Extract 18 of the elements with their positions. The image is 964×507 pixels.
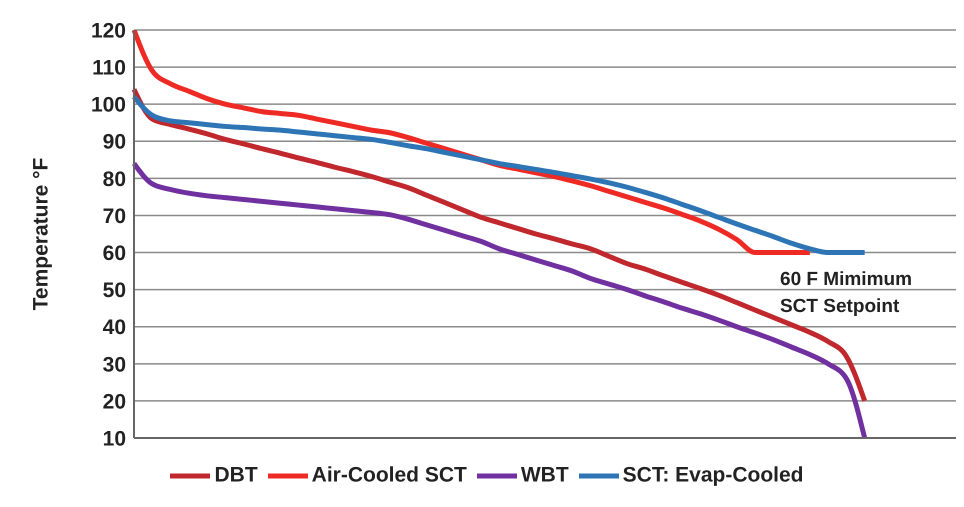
y-tick-label: 10: [102, 427, 126, 450]
legend-label: SCT: Evap-Cooled: [622, 464, 804, 487]
y-tick-label: 110: [92, 56, 126, 80]
y-tick-label: 20: [102, 390, 126, 414]
annotation: 60 F Mimimum SCT Setpoint: [780, 268, 912, 319]
y-tick-label: 120: [90, 19, 126, 42]
y-tick-label: 70: [102, 204, 126, 228]
y-tick-label: 80: [102, 168, 126, 191]
legend-label: WBT: [520, 464, 569, 487]
y-tick-label: 30: [102, 353, 126, 376]
legend-label: DBT: [214, 464, 258, 487]
y-tick-label: 40: [102, 316, 126, 340]
y-tick-label: 50: [102, 279, 126, 302]
y-tick-label: 100: [90, 94, 126, 117]
y-axis-title: Temperature °F: [29, 157, 52, 310]
y-tick-label: 60: [102, 242, 126, 265]
y-tick-label: 90: [102, 130, 126, 154]
legend-label: Air-Cooled SCT: [312, 464, 467, 487]
